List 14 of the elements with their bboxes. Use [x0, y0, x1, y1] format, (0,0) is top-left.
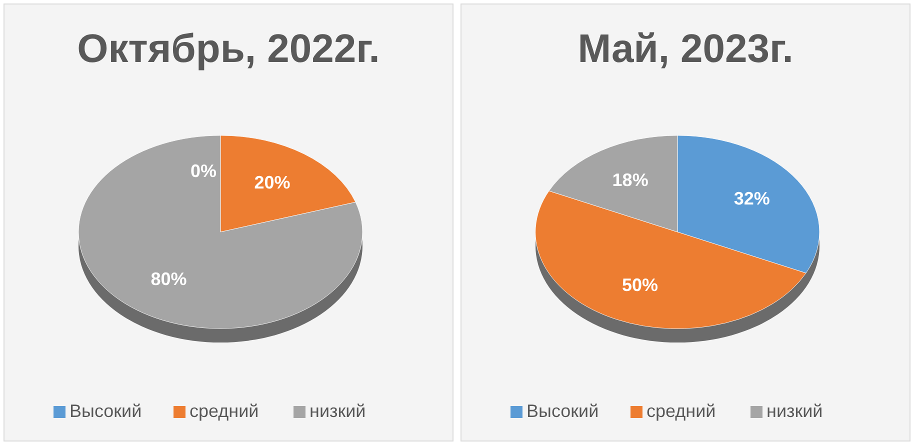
chart-title: Май, 2023г. [578, 27, 794, 71]
legend-label: средний [190, 400, 259, 421]
data-label: 50% [622, 274, 658, 295]
data-label: 32% [734, 188, 770, 209]
legend-label: низкий [766, 400, 823, 421]
data-label: 18% [612, 170, 648, 190]
text: 0% [190, 160, 216, 181]
legend-label: Высокий [526, 400, 599, 421]
legend-label: средний [646, 400, 716, 421]
legend-label: Высокий [70, 400, 142, 421]
data-label: 20% [254, 172, 290, 192]
data-label: 80% [150, 269, 187, 290]
chart-title: Октябрь, 2022г. [77, 27, 380, 71]
legend-label: низкий [310, 400, 366, 421]
